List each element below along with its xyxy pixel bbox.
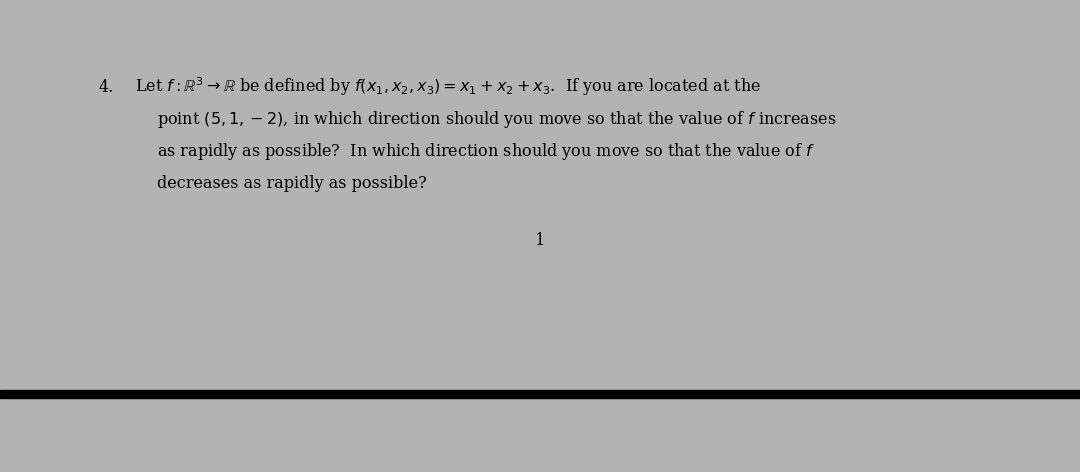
Bar [0,390,1080,398]
Text: 4.: 4. [98,79,113,96]
Text: point $(5, 1, -2)$, in which direction should you move so that the value of $f$ : point $(5, 1, -2)$, in which direction s… [157,109,836,130]
Text: as rapidly as possible?  In which direction should you move so that the value of: as rapidly as possible? In which directi… [157,141,814,162]
Text: decreases as rapidly as possible?: decreases as rapidly as possible? [157,175,427,192]
Text: 1: 1 [535,232,545,249]
Text: Let $f : \mathbb{R}^3 \to \mathbb{R}$ be defined by $f(x_1, x_2, x_3) = x_1 + x_: Let $f : \mathbb{R}^3 \to \mathbb{R}$ be… [135,76,761,98]
